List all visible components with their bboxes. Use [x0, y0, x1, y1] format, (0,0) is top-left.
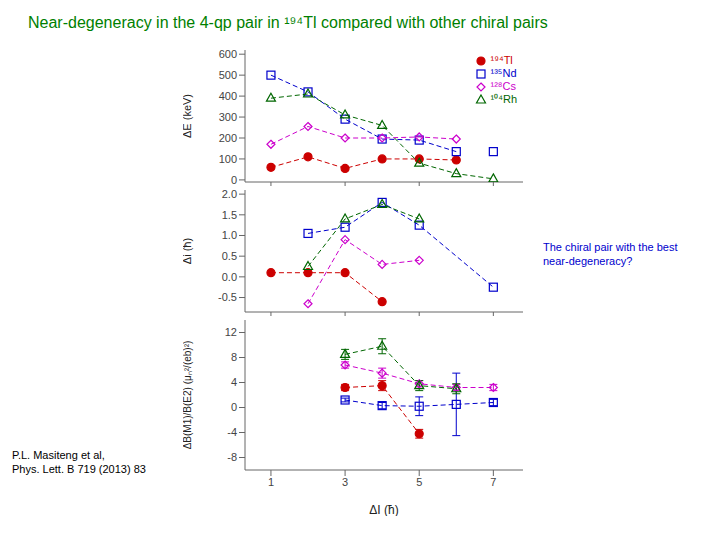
html-text:¹³⁵Nd: ¹³⁵Nd: [490, 67, 517, 79]
svg-text:ΔB(M1)/B(E2) (μₙ²/(eb)²): ΔB(M1)/B(E2) (μₙ²/(eb)²): [183, 341, 193, 450]
svg-text:-0.5: -0.5: [218, 291, 237, 303]
svg-text:12: 12: [225, 326, 237, 338]
svg-text:1.0: 1.0: [222, 229, 237, 241]
html-text:¹⁰⁴Rh: ¹⁰⁴Rh: [490, 93, 517, 105]
svg-text:7: 7: [490, 476, 496, 488]
svg-text:1: 1: [268, 476, 274, 488]
svg-text:ΔI (ħ): ΔI (ħ): [369, 503, 398, 516]
svg-text:8: 8: [231, 351, 237, 363]
svg-text:2.0: 2.0: [222, 188, 237, 200]
svg-text:5: 5: [416, 476, 422, 488]
svg-text:-4: -4: [227, 426, 237, 438]
svg-text:3: 3: [342, 476, 348, 488]
svg-text:0.0: 0.0: [222, 271, 237, 283]
svg-text:100: 100: [219, 153, 237, 165]
svg-text:400: 400: [219, 90, 237, 102]
svg-text:600: 600: [219, 48, 237, 60]
svg-text:0: 0: [231, 401, 237, 413]
html-text:¹⁹⁴Tl: ¹⁹⁴Tl: [490, 54, 513, 66]
html-text:The chiral pair with the best: The chiral pair with the best near-degen…: [543, 241, 678, 267]
html-text:Near-degeneracy in the 4-qp pa: Near-degeneracy in the 4-qp pair in ¹⁹⁴T…: [28, 14, 548, 31]
svg-text:ΔE (keV): ΔE (keV): [183, 94, 193, 138]
html-text:P.L. Masiteng et al, Phys. Let: P.L. Masiteng et al, Phys. Lett. B 719 (…: [12, 449, 146, 475]
svg-text:0: 0: [231, 174, 237, 186]
svg-text:-8: -8: [227, 451, 237, 463]
svg-text:200: 200: [219, 132, 237, 144]
svg-text:500: 500: [219, 69, 237, 81]
svg-text:300: 300: [219, 111, 237, 123]
svg-text:Δi (ħ): Δi (ħ): [183, 238, 193, 264]
svg-text:0.5: 0.5: [222, 250, 237, 262]
html-text:¹²⁸Cs: ¹²⁸Cs: [490, 80, 516, 92]
svg-text:1.5: 1.5: [222, 209, 237, 221]
svg-text:4: 4: [231, 376, 237, 388]
